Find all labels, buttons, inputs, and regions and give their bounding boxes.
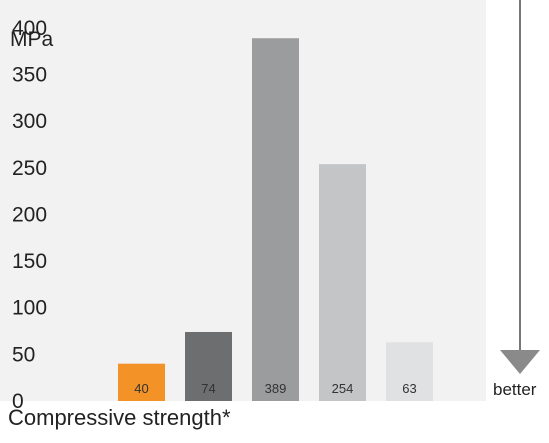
y-tick-label: 200: [12, 203, 47, 226]
bar: [185, 331, 232, 401]
better-arrow-head: [500, 350, 540, 374]
better-label: better: [493, 380, 537, 399]
bar-value-label: 40: [134, 381, 148, 396]
bar-value-label: 389: [265, 381, 287, 396]
y-tick-label: 250: [12, 157, 47, 180]
y-tick-label: 400: [12, 17, 47, 40]
bar: [252, 38, 299, 401]
y-tick-label: 350: [12, 64, 47, 87]
y-unit-label: MPa: [10, 28, 54, 51]
y-tick-label: 300: [12, 110, 47, 133]
bar: [386, 342, 433, 401]
bars: [118, 38, 433, 401]
better-arrow: [500, 0, 540, 374]
y-tick-label: 100: [12, 297, 47, 320]
bar: [118, 363, 165, 401]
bar-value-label: 74: [201, 381, 215, 396]
plot-panel: [0, 0, 486, 401]
bar-value-labels: 40 74 389 254 63: [134, 381, 416, 396]
y-tick-label: 50: [12, 343, 35, 366]
y-tick-label: 150: [12, 250, 47, 273]
y-tick-label: 0: [12, 390, 24, 413]
chart-caption: Compressive strength*: [8, 405, 231, 430]
y-axis-ticks: 0 50 100 150 200 250 300 350 400: [12, 17, 47, 413]
bar-value-label: 254: [332, 381, 354, 396]
bar: [319, 164, 366, 401]
bar-value-label: 63: [402, 381, 416, 396]
